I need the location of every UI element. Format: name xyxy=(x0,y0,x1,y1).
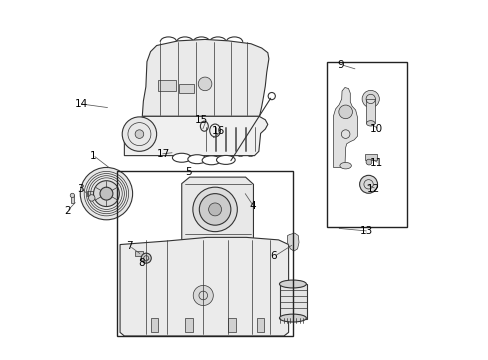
Text: 1: 1 xyxy=(90,150,96,161)
Text: 14: 14 xyxy=(75,99,88,109)
Circle shape xyxy=(192,187,237,231)
Bar xyxy=(179,84,193,93)
Circle shape xyxy=(199,194,230,225)
Bar xyxy=(135,251,142,256)
Circle shape xyxy=(193,285,213,306)
Bar xyxy=(70,195,74,203)
Bar xyxy=(185,318,192,332)
Text: 4: 4 xyxy=(249,201,255,211)
Circle shape xyxy=(80,167,132,220)
Text: 7: 7 xyxy=(126,241,133,251)
Circle shape xyxy=(198,77,211,91)
Text: 2: 2 xyxy=(64,206,71,216)
Bar xyxy=(158,80,176,91)
Ellipse shape xyxy=(279,280,306,288)
Polygon shape xyxy=(182,177,253,241)
Polygon shape xyxy=(287,233,298,251)
Text: 10: 10 xyxy=(368,124,382,134)
Bar xyxy=(366,99,374,123)
Circle shape xyxy=(93,181,119,207)
Bar xyxy=(257,318,264,332)
Bar xyxy=(326,62,406,226)
Bar xyxy=(87,192,96,196)
Circle shape xyxy=(338,105,352,119)
Text: 11: 11 xyxy=(369,158,382,168)
Text: 3: 3 xyxy=(77,184,84,194)
Polygon shape xyxy=(333,87,357,167)
Circle shape xyxy=(100,187,113,200)
Text: 16: 16 xyxy=(211,126,224,136)
Text: 8: 8 xyxy=(138,258,145,267)
Circle shape xyxy=(141,253,151,263)
Polygon shape xyxy=(120,237,288,336)
Text: 17: 17 xyxy=(156,149,169,159)
Circle shape xyxy=(366,159,371,165)
Circle shape xyxy=(359,175,377,193)
Text: 5: 5 xyxy=(185,167,191,177)
Text: 13: 13 xyxy=(359,226,372,236)
Ellipse shape xyxy=(366,121,374,126)
Bar xyxy=(228,318,235,332)
Circle shape xyxy=(135,130,143,138)
Circle shape xyxy=(70,193,74,198)
Text: 6: 6 xyxy=(270,251,277,261)
Polygon shape xyxy=(142,40,268,116)
Ellipse shape xyxy=(216,156,235,165)
Ellipse shape xyxy=(279,314,306,322)
Ellipse shape xyxy=(172,153,191,162)
Text: 12: 12 xyxy=(366,184,380,194)
Bar xyxy=(279,284,306,319)
Bar xyxy=(151,318,158,332)
Circle shape xyxy=(362,90,379,108)
Circle shape xyxy=(208,203,221,216)
Polygon shape xyxy=(124,116,267,156)
Ellipse shape xyxy=(202,156,221,165)
Bar xyxy=(364,154,376,160)
Text: 9: 9 xyxy=(336,60,343,70)
Ellipse shape xyxy=(187,155,206,164)
Bar xyxy=(117,171,292,336)
Text: 15: 15 xyxy=(195,115,208,125)
Circle shape xyxy=(122,117,156,151)
Ellipse shape xyxy=(339,162,351,169)
Circle shape xyxy=(88,195,95,201)
